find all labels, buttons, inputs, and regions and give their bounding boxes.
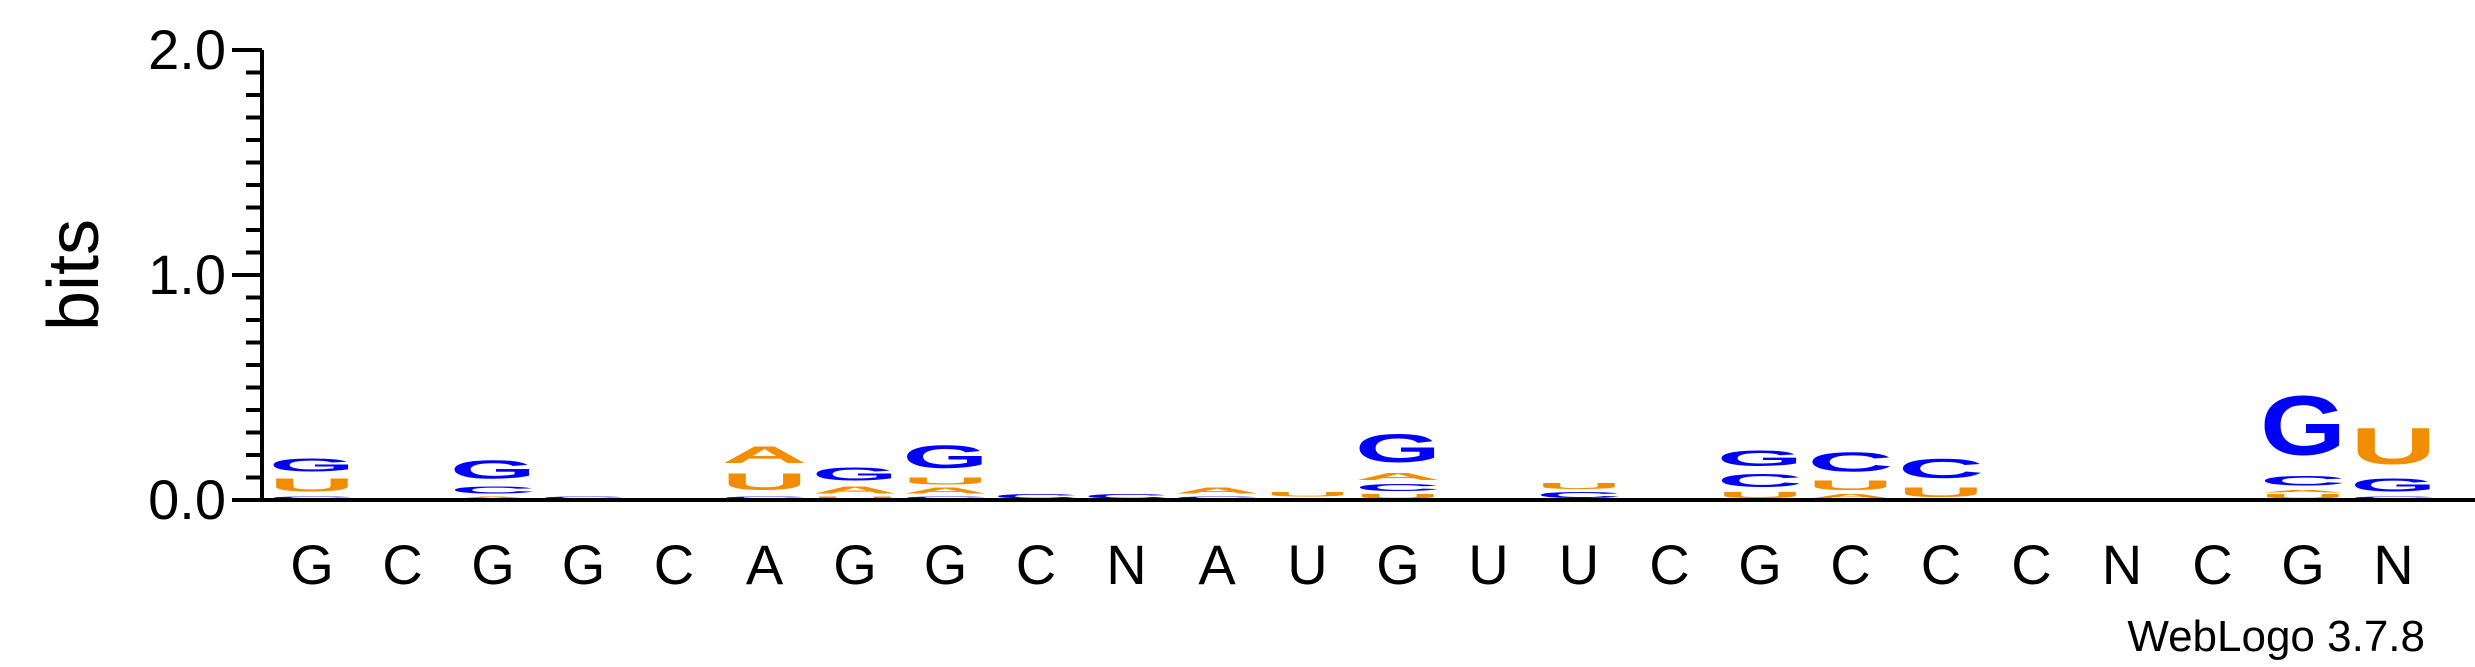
weblogo-credit: WebLogo 3.7.8 <box>2127 612 2425 661</box>
x-tick-label: C <box>1016 533 1056 596</box>
x-tick-label: U <box>1559 533 1599 596</box>
x-tick-label: U <box>1287 533 1327 596</box>
x-tick-label: N <box>1106 533 1146 596</box>
y-axis-label: bits <box>34 219 114 331</box>
logo-letter-c: C <box>1084 493 1170 500</box>
x-tick-label: G <box>833 533 877 596</box>
logo-letter-g: G <box>2260 378 2346 472</box>
logo-letter-u: U <box>2260 493 2346 500</box>
logo-letter-a: A <box>812 484 898 495</box>
logo-letter-a: A <box>2260 489 2346 493</box>
logo-letter-c: C <box>269 495 355 499</box>
y-tick-label: 0.0 <box>148 468 226 531</box>
x-tick-label: G <box>1376 533 1420 596</box>
logo-letter-a: A <box>1808 493 1894 500</box>
logo-letter-c: C <box>1808 446 1894 477</box>
logo-letter-c: C <box>541 495 627 499</box>
logo-letter-a: A <box>722 442 808 469</box>
logo-letter-c: C <box>1536 491 1622 500</box>
x-tick-label: G <box>471 533 515 596</box>
y-ticks: 0.0 1.0 2.0 <box>148 18 262 531</box>
x-tick-label: C <box>1921 533 1961 596</box>
logo-letter-a: A <box>903 486 989 495</box>
logo-letter-c: C <box>1898 453 1984 484</box>
logo-letter-u: U <box>722 469 808 496</box>
logo-letter-c: C <box>903 495 989 499</box>
x-tick-label: G <box>562 533 606 596</box>
logo-letter-c: C <box>1355 482 1441 493</box>
logo-letter-g: G <box>812 464 898 484</box>
x-tick-label: N <box>2373 533 2413 596</box>
logo-letter-u: U <box>903 475 989 486</box>
y-tick-label: 1.0 <box>148 243 226 306</box>
logo-letter-u: U <box>1717 491 1803 500</box>
logo-letter-c: C <box>1717 471 1803 491</box>
logo-letter-c: C <box>722 495 808 499</box>
x-tick-label: A <box>746 533 784 596</box>
y-axis: 0.0 1.0 2.0 bits <box>34 18 264 531</box>
x-tick-label: C <box>654 533 694 596</box>
logo-letter-g: G <box>1355 426 1441 471</box>
logo-letter-u: U <box>1355 493 1441 500</box>
x-tick-label: A <box>1198 533 1236 596</box>
y-tick-label: 2.0 <box>148 18 226 81</box>
logo-letter-a: A <box>450 495 536 499</box>
logo-letter-c: C <box>1174 495 1260 499</box>
x-tick-label: C <box>1649 533 1689 596</box>
logo-letter-g: G <box>450 455 536 484</box>
x-tick-label: C <box>2192 533 2232 596</box>
x-tick-label: N <box>2102 533 2142 596</box>
logo-letter-c: C <box>2260 473 2346 489</box>
logo-letter-a: A <box>1174 486 1260 495</box>
logo-letter-u: U <box>2351 417 2437 475</box>
x-tick-label: C <box>2011 533 2051 596</box>
logo-letter-u: U <box>812 495 898 499</box>
logo-letter-c: C <box>2351 495 2437 499</box>
x-tick-label: G <box>924 533 968 596</box>
x-tick-label: G <box>1738 533 1782 596</box>
logo-letter-u: U <box>1536 482 1622 491</box>
logo-letter-u: U <box>1265 491 1351 498</box>
x-tick-label: C <box>382 533 422 596</box>
logo-letter-u: U <box>1898 484 1984 500</box>
logo-letter-g: G <box>903 439 989 475</box>
logo-letter-u: U <box>269 475 355 495</box>
logo-letter-u: U <box>1808 477 1894 493</box>
letter-stacks: CUGACGCCCUAUAGCAUGCCCAAUUCAGCUUCGAUCUCUU… <box>269 378 2437 500</box>
x-tick-label: C <box>1830 533 1870 596</box>
x-tick-label: G <box>2281 533 2325 596</box>
logo-letter-g: G <box>1717 446 1803 471</box>
logo-letter-c: C <box>993 493 1079 500</box>
x-tick-label: U <box>1468 533 1508 596</box>
logo-letter-g: G <box>2351 475 2437 495</box>
logo-letter-g: G <box>269 455 355 475</box>
logo-letter-a: A <box>1355 471 1441 482</box>
x-tick-label: G <box>290 533 334 596</box>
logo-letter-c: C <box>450 484 536 495</box>
